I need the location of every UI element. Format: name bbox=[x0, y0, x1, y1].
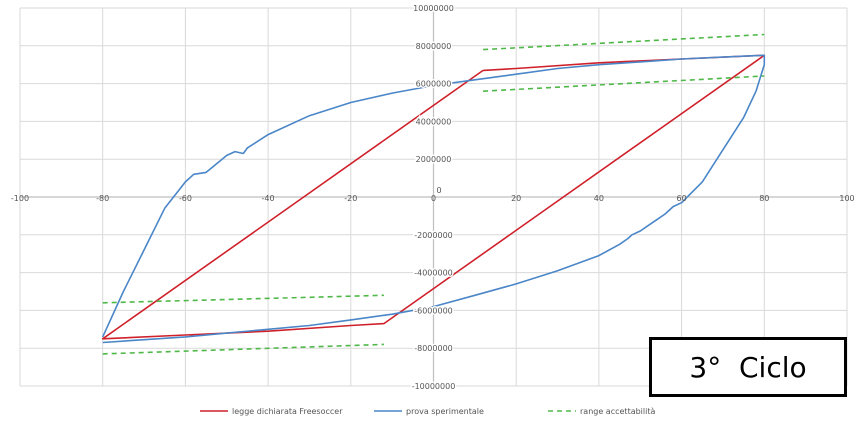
y-tick-label: -10000000 bbox=[412, 382, 456, 391]
chart-tick-labels: -100 -80 -60 -40 -20 0 20 40 60 80 100 -10000000 -80… bbox=[11, 3, 855, 393]
x-tick-label: 100 bbox=[839, 194, 854, 203]
chart-legend: legge dichiarata Freesoccer prova sperime… bbox=[200, 407, 655, 416]
series-range-line bbox=[483, 75, 765, 92]
y-tick-label: -6000000 bbox=[414, 306, 453, 315]
y-tick-label: 0 bbox=[437, 186, 442, 195]
y-tick-label: 4000000 bbox=[416, 117, 452, 126]
x-tick-label: 60 bbox=[677, 194, 687, 203]
y-tick-label: -2000000 bbox=[414, 231, 453, 240]
series-range-line bbox=[483, 33, 765, 51]
legend-label: range accettabilità bbox=[580, 407, 655, 416]
y-tick-label: 8000000 bbox=[416, 42, 452, 51]
y-tick-label: 10000000 bbox=[413, 4, 454, 13]
series-experimental-line bbox=[101, 54, 766, 344]
y-tick-label: -4000000 bbox=[414, 269, 453, 278]
series-theory-line bbox=[101, 54, 766, 340]
chart-axes bbox=[20, 8, 847, 386]
x-tick-label: -20 bbox=[344, 194, 357, 203]
series-range-line bbox=[102, 294, 384, 304]
x-tick-label: 0 bbox=[431, 194, 436, 203]
x-tick-label: -60 bbox=[179, 194, 192, 203]
x-tick-label: 20 bbox=[511, 194, 521, 203]
y-tick-label: -8000000 bbox=[414, 344, 453, 353]
cycle-label-box: 3° Ciclo bbox=[649, 337, 847, 397]
x-tick-label: -40 bbox=[262, 194, 275, 203]
legend-label: prova sperimentale bbox=[406, 407, 484, 416]
y-tick-label: 2000000 bbox=[416, 155, 452, 164]
x-tick-label: -80 bbox=[96, 194, 109, 203]
x-tick-label: 40 bbox=[594, 194, 604, 203]
legend-label: legge dichiarata Freesoccer bbox=[232, 407, 343, 416]
chart-series bbox=[101, 33, 766, 355]
series-range-line bbox=[102, 343, 384, 355]
x-tick-label: 80 bbox=[759, 194, 769, 203]
y-tick-label: 6000000 bbox=[416, 80, 452, 89]
cycle-label: 3° Ciclo bbox=[689, 350, 807, 384]
x-tick-label: -100 bbox=[11, 194, 29, 203]
